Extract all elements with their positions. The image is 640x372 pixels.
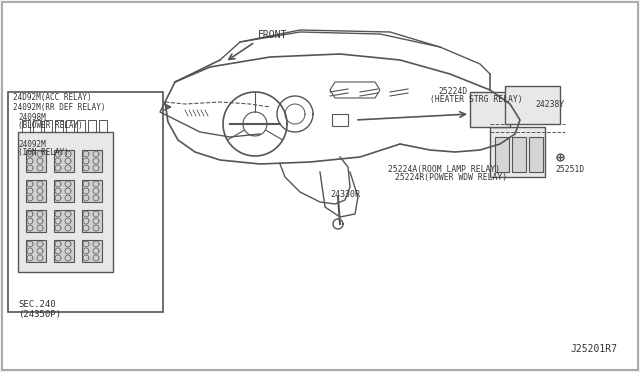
Text: (HEATER STRG RELAY): (HEATER STRG RELAY) (430, 95, 523, 104)
Polygon shape (512, 137, 526, 172)
Polygon shape (490, 127, 545, 177)
Text: 24092M: 24092M (18, 140, 45, 149)
Text: SEC.240
(24350P): SEC.240 (24350P) (18, 300, 61, 320)
Polygon shape (26, 180, 46, 202)
Polygon shape (26, 210, 46, 232)
Text: 25251D: 25251D (555, 165, 584, 174)
Text: 25224A(ROOM LAMP RELAY): 25224A(ROOM LAMP RELAY) (388, 165, 500, 174)
Polygon shape (82, 240, 102, 262)
Text: 25224D: 25224D (438, 87, 467, 96)
Text: 25224R(POWER WDW RELAY): 25224R(POWER WDW RELAY) (395, 173, 507, 182)
Text: J25201R7: J25201R7 (570, 344, 617, 354)
Polygon shape (26, 150, 46, 172)
Polygon shape (82, 180, 102, 202)
Text: 24092M(RR DEF RELAY): 24092M(RR DEF RELAY) (13, 103, 106, 112)
Text: FRONT: FRONT (258, 30, 287, 40)
FancyBboxPatch shape (8, 92, 163, 312)
Polygon shape (54, 180, 74, 202)
Polygon shape (82, 210, 102, 232)
Text: (IGN RELAY): (IGN RELAY) (18, 148, 69, 157)
Text: 24238Y: 24238Y (535, 100, 564, 109)
Polygon shape (26, 240, 46, 262)
Polygon shape (470, 92, 510, 127)
Polygon shape (54, 150, 74, 172)
Text: 24098M: 24098M (18, 113, 45, 122)
Polygon shape (495, 137, 509, 172)
Polygon shape (505, 86, 560, 124)
Polygon shape (54, 210, 74, 232)
Text: 24D92M(ACC RELAY): 24D92M(ACC RELAY) (13, 93, 92, 102)
Text: 24330R: 24330R (330, 190, 360, 199)
Polygon shape (529, 137, 543, 172)
Polygon shape (82, 150, 102, 172)
Text: (BLOWER RELAY): (BLOWER RELAY) (18, 121, 83, 130)
Polygon shape (18, 132, 113, 272)
Polygon shape (54, 240, 74, 262)
